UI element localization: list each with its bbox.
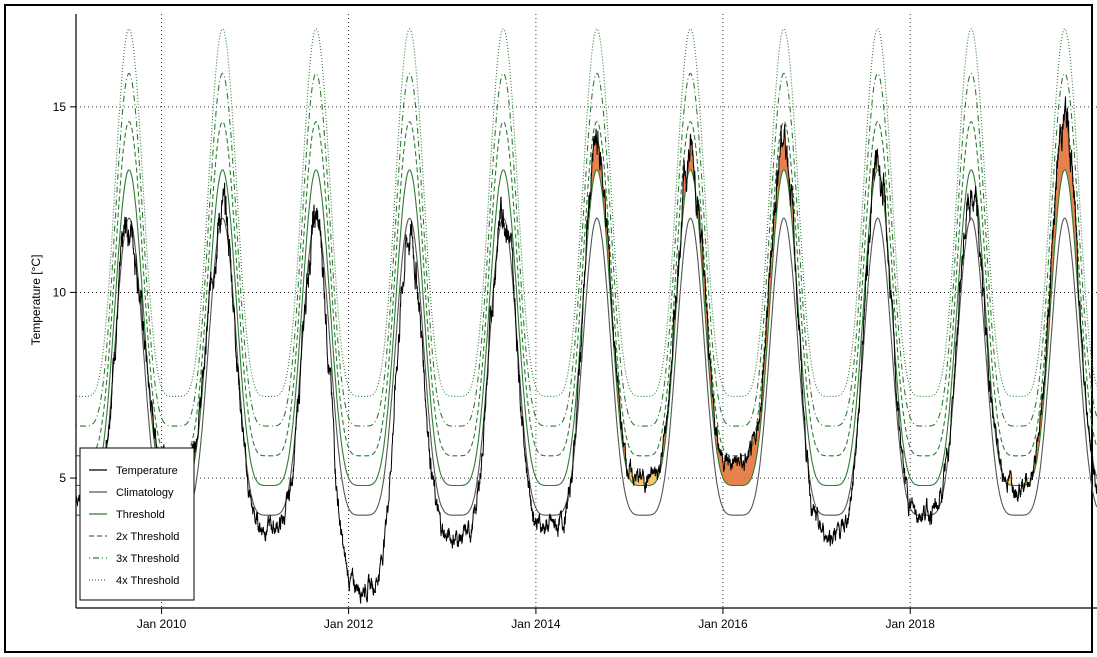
legend-label: 3x Threshold — [116, 553, 179, 565]
x-tick-label: Jan 2010 — [137, 617, 187, 631]
4x-threshold-line — [76, 28, 1097, 397]
temperature-line — [76, 96, 1097, 604]
x-tick-label: Jan 2016 — [698, 617, 748, 631]
legend-label: 4x Threshold — [116, 575, 179, 587]
x-tick-label: Jan 2018 — [886, 617, 936, 631]
legend-label: Climatology — [116, 487, 174, 499]
heatwave-fill — [697, 124, 791, 486]
legend-box — [79, 447, 195, 601]
x-tick-label: Jan 2014 — [511, 617, 561, 631]
legend-label: Threshold — [116, 509, 165, 521]
grid-lines — [76, 14, 1097, 608]
x-tick-label: Jan 2012 — [324, 617, 374, 631]
heatwave-fills — [95, 96, 1093, 486]
series-lines — [76, 28, 1097, 604]
axes: Jan 2010 Jan 2012 Jan 2014 Jan 2016 Jan 2018… — [53, 14, 1097, 631]
y-tick-label: 5 — [59, 471, 66, 485]
y-tick-label: 10 — [53, 285, 67, 299]
legend-label: Temperature — [116, 465, 178, 477]
y-tick-label: 15 — [53, 100, 67, 114]
y-axis-label: Temperature [°C] — [29, 255, 43, 346]
heatwave-fill — [634, 468, 645, 486]
2x-threshold-line — [76, 121, 1097, 457]
legend-label: 2x Threshold — [116, 531, 179, 543]
legend: Temperature Climatology Threshold 2x Thresh… — [79, 447, 195, 601]
